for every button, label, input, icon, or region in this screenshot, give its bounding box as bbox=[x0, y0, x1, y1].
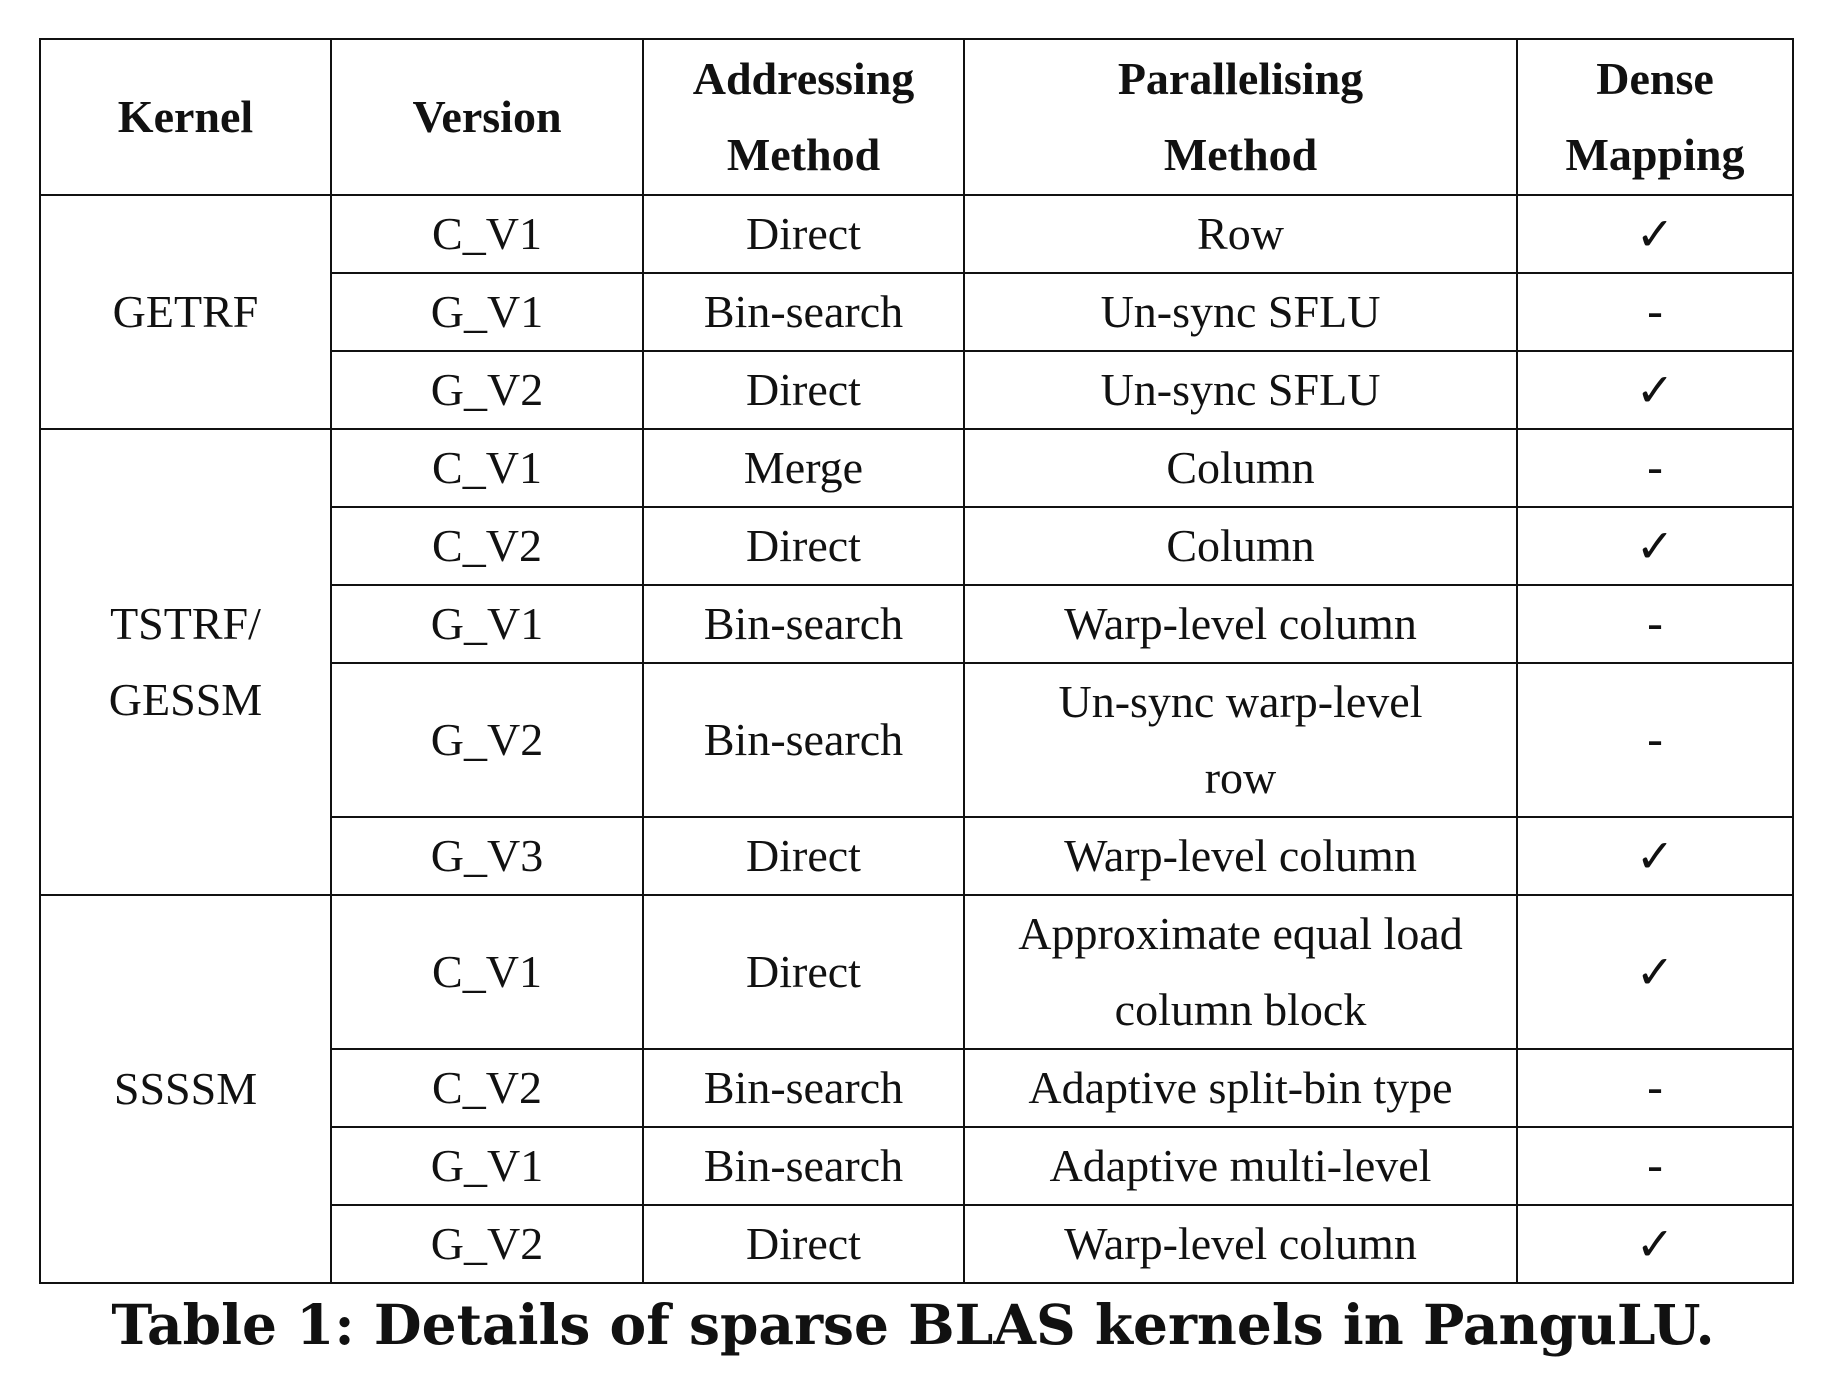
header-parallelising: Parallelising Method bbox=[963, 38, 1518, 196]
parallel-cell: Row bbox=[963, 194, 1518, 274]
parallel-cell: Warp-level column bbox=[963, 584, 1518, 664]
addressing-cell: Bin-search bbox=[642, 1126, 965, 1206]
table-row: G_V2 Bin-search Un-sync warp-level row - bbox=[40, 662, 1794, 818]
header-row: Kernel Version Addressing Method Parallel… bbox=[39, 38, 1794, 196]
header-kernel: Kernel bbox=[39, 38, 332, 196]
table-row: C_V2 Bin-search Adaptive split-bin type … bbox=[40, 1048, 1794, 1128]
parallel-line2: row bbox=[1204, 752, 1277, 803]
parallel-line2: column block bbox=[1114, 984, 1367, 1035]
table-row: G_V1 Bin-search Warp-level column - bbox=[40, 584, 1794, 664]
table-row: TSTRF/GESSM C_V1 Merge Column - bbox=[39, 428, 1794, 896]
dense-cell: - bbox=[1516, 272, 1794, 352]
table-row: G_V1 Bin-search Un-sync SFLU - bbox=[40, 272, 1794, 352]
kernel-label: SSSSM bbox=[113, 1063, 258, 1114]
header-dense-mapping: Dense Mapping bbox=[1516, 38, 1794, 196]
version-cell: G_V1 bbox=[330, 584, 644, 664]
table-row: G_V1 Bin-search Adaptive multi-level - bbox=[40, 1126, 1794, 1206]
table-row: C_V2 Direct Column ✓ bbox=[40, 506, 1794, 586]
version-cell: C_V2 bbox=[330, 506, 644, 586]
version-cell: G_V2 bbox=[330, 1204, 644, 1284]
version-cell: C_V2 bbox=[330, 1048, 644, 1128]
addressing-cell: Direct bbox=[642, 194, 965, 274]
dense-cell: ✓ bbox=[1516, 194, 1794, 274]
table-row: G_V3 Direct Warp-level column ✓ bbox=[40, 816, 1794, 896]
addressing-cell: Direct bbox=[642, 350, 965, 430]
version-cell: C_V1 bbox=[330, 194, 644, 274]
version-cell: G_V1 bbox=[330, 1126, 644, 1206]
parallel-line1: Approximate equal load bbox=[1018, 908, 1463, 959]
parallel-cell: Approximate equal load column block bbox=[963, 894, 1518, 1050]
version-cell: G_V2 bbox=[330, 662, 644, 818]
dense-cell: ✓ bbox=[1516, 1204, 1794, 1284]
kernels-table: Kernel Version Addressing Method Parallel… bbox=[39, 38, 1794, 1284]
version-cell: C_V1 bbox=[330, 428, 644, 508]
addressing-cell: Direct bbox=[642, 506, 965, 586]
dense-cell: - bbox=[1516, 584, 1794, 664]
dense-cell: ✓ bbox=[1516, 506, 1794, 586]
addressing-cell: Bin-search bbox=[642, 272, 965, 352]
parallel-cell: Un-sync SFLU bbox=[963, 350, 1518, 430]
header-addressing-line1: Addressing bbox=[692, 53, 915, 104]
parallel-cell: Column bbox=[963, 428, 1518, 508]
header-parallelising-line2: Method bbox=[1163, 129, 1318, 180]
parallel-cell: Un-sync warp-level row bbox=[963, 662, 1518, 818]
dense-cell: - bbox=[1516, 428, 1794, 508]
addressing-cell: Direct bbox=[642, 816, 965, 896]
kernel-cell-ssssm: SSSSM bbox=[39, 894, 332, 1284]
table-row: GETRF C_V1 Direct Row ✓ bbox=[39, 194, 1794, 430]
parallel-cell: Column bbox=[963, 506, 1518, 586]
table-row: G_V2 Direct Un-sync SFLU ✓ bbox=[40, 350, 1794, 430]
dense-cell: - bbox=[1516, 1048, 1794, 1128]
dense-cell: ✓ bbox=[1516, 894, 1794, 1050]
parallel-cell: Un-sync SFLU bbox=[963, 272, 1518, 352]
addressing-cell: Direct bbox=[642, 894, 965, 1050]
dense-cell: - bbox=[1516, 662, 1794, 818]
dense-cell: ✓ bbox=[1516, 816, 1794, 896]
version-cell: G_V1 bbox=[330, 272, 644, 352]
dense-cell: ✓ bbox=[1516, 350, 1794, 430]
header-kernel-label: Kernel bbox=[117, 91, 254, 142]
kernel-label-line2: GESSM bbox=[108, 674, 263, 725]
version-cell: C_V1 bbox=[330, 894, 644, 1050]
table-row: G_V2 Direct Warp-level column ✓ bbox=[40, 1204, 1794, 1284]
addressing-cell: Merge bbox=[642, 428, 965, 508]
parallel-cell: Adaptive multi-level bbox=[963, 1126, 1518, 1206]
parallel-cell: Warp-level column bbox=[963, 816, 1518, 896]
header-parallelising-line1: Parallelising bbox=[1117, 53, 1364, 104]
kernel-cell-tstrf-gessm: TSTRF/GESSM bbox=[39, 428, 332, 896]
header-dense-line2: Mapping bbox=[1565, 129, 1745, 180]
kernel-label: GETRF bbox=[112, 286, 259, 337]
addressing-cell: Direct bbox=[642, 1204, 965, 1284]
parallel-cell: Adaptive split-bin type bbox=[963, 1048, 1518, 1128]
dense-cell: - bbox=[1516, 1126, 1794, 1206]
header-version-label: Version bbox=[412, 91, 562, 142]
table-caption: Table 1: Details of sparse BLAS kernels … bbox=[111, 1292, 1715, 1357]
header-dense-line1: Dense bbox=[1596, 53, 1714, 104]
kernel-label-line1: TSTRF/ bbox=[110, 598, 261, 649]
version-cell: G_V2 bbox=[330, 350, 644, 430]
parallel-cell: Warp-level column bbox=[963, 1204, 1518, 1284]
parallel-line1: Un-sync warp-level bbox=[1058, 676, 1423, 727]
kernel-cell-getrf: GETRF bbox=[39, 194, 332, 430]
header-addressing: Addressing Method bbox=[642, 38, 965, 196]
header-version: Version bbox=[330, 38, 644, 196]
version-cell: G_V3 bbox=[330, 816, 644, 896]
header-addressing-line2: Method bbox=[726, 129, 881, 180]
addressing-cell: Bin-search bbox=[642, 662, 965, 818]
addressing-cell: Bin-search bbox=[642, 584, 965, 664]
table-row: SSSSM C_V1 Direct Approximate equal load… bbox=[39, 894, 1794, 1284]
addressing-cell: Bin-search bbox=[642, 1048, 965, 1128]
kernels-table-container: Kernel Version Addressing Method Parallel… bbox=[39, 38, 1794, 1284]
